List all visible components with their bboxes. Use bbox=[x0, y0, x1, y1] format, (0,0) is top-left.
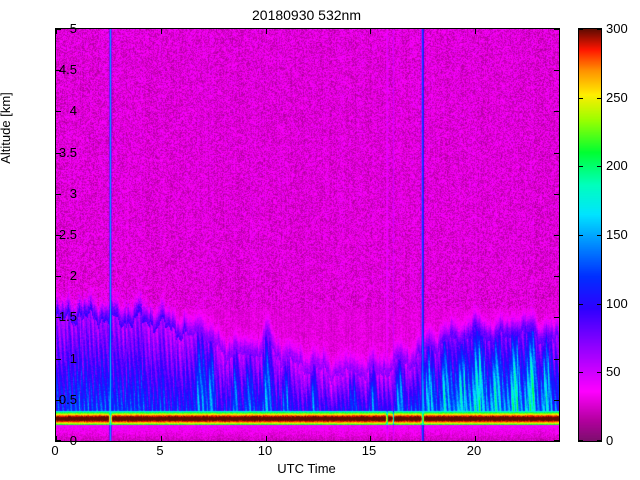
colorbar-gradient bbox=[579, 29, 601, 441]
colorbar-tick-mark bbox=[579, 304, 583, 305]
y-tick-mark bbox=[554, 400, 559, 401]
y-tick-mark bbox=[56, 153, 61, 154]
colorbar-tick-mark bbox=[597, 166, 601, 167]
y-tick-mark bbox=[554, 111, 559, 112]
y-tick-mark bbox=[56, 235, 61, 236]
y-tick-label: 1.5 bbox=[58, 309, 77, 324]
y-tick-mark bbox=[554, 440, 559, 441]
y-tick-label: 3 bbox=[69, 186, 77, 201]
x-axis-title: UTC Time bbox=[277, 461, 336, 476]
colorbar-tick-label: 250 bbox=[606, 90, 628, 105]
y-tick-label: 4 bbox=[69, 103, 77, 118]
colorbar-tick-label: 150 bbox=[606, 227, 628, 242]
y-tick-mark bbox=[56, 359, 61, 360]
y-tick-mark bbox=[554, 194, 559, 195]
colorbar-tick-mark bbox=[579, 235, 583, 236]
y-tick-mark bbox=[56, 276, 61, 277]
y-tick-label: 1 bbox=[69, 351, 77, 366]
y-tick-mark bbox=[554, 70, 559, 71]
x-tick-mark bbox=[56, 436, 57, 441]
x-tick-label: 15 bbox=[361, 443, 377, 458]
x-tick-mark bbox=[161, 436, 162, 441]
y-tick-label: 4.5 bbox=[58, 62, 77, 77]
y-tick-label: 0 bbox=[69, 433, 77, 448]
colorbar-tick-label: 200 bbox=[606, 158, 628, 173]
y-tick-label: 5 bbox=[69, 21, 77, 36]
y-tick-mark bbox=[554, 29, 559, 30]
y-tick-mark bbox=[56, 317, 61, 318]
y-axis-title: Altitude [km] bbox=[0, 92, 13, 164]
x-tick-label: 5 bbox=[156, 443, 164, 458]
y-tick-label: 3.5 bbox=[58, 145, 77, 160]
colorbar-tick-mark bbox=[597, 29, 601, 30]
x-tick-mark bbox=[56, 29, 57, 34]
colorbar-tick-label: 100 bbox=[606, 296, 628, 311]
colorbar-tick-mark bbox=[597, 235, 601, 236]
colorbar-tick-label: 300 bbox=[606, 21, 628, 36]
colorbar-tick-mark bbox=[579, 372, 583, 373]
x-tick-label: 10 bbox=[257, 443, 273, 458]
colorbar-tick-label: 50 bbox=[606, 364, 621, 379]
colorbar-tick-mark bbox=[597, 98, 601, 99]
colorbar bbox=[578, 28, 602, 442]
colorbar-tick-mark bbox=[597, 304, 601, 305]
colorbar-tick-mark bbox=[579, 166, 583, 167]
colorbar-tick-mark bbox=[597, 440, 601, 441]
page-title: 20180930 532nm bbox=[252, 7, 361, 23]
y-tick-mark bbox=[554, 153, 559, 154]
colorbar-tick-label: 0 bbox=[606, 433, 614, 448]
colorbar-tick-mark bbox=[579, 440, 583, 441]
y-tick-mark bbox=[554, 276, 559, 277]
y-tick-mark bbox=[56, 29, 61, 30]
x-tick-mark bbox=[266, 29, 267, 34]
y-tick-label: 2 bbox=[69, 268, 77, 283]
x-tick-label: 20 bbox=[466, 443, 482, 458]
lidar-backscatter-heatmap bbox=[56, 29, 559, 441]
x-tick-label: 0 bbox=[51, 443, 59, 458]
y-tick-mark bbox=[56, 70, 61, 71]
y-tick-mark bbox=[56, 440, 61, 441]
y-tick-mark bbox=[554, 317, 559, 318]
y-tick-mark bbox=[554, 235, 559, 236]
y-tick-label: 2.5 bbox=[58, 227, 77, 242]
y-tick-mark bbox=[56, 400, 61, 401]
heatmap-plot-area bbox=[55, 28, 560, 442]
y-tick-mark bbox=[554, 359, 559, 360]
colorbar-tick-mark bbox=[579, 98, 583, 99]
colorbar-tick-mark bbox=[579, 29, 583, 30]
x-tick-mark bbox=[266, 436, 267, 441]
y-tick-label: 0.5 bbox=[58, 392, 77, 407]
x-tick-mark bbox=[161, 29, 162, 34]
y-tick-mark bbox=[56, 194, 61, 195]
y-tick-mark bbox=[56, 111, 61, 112]
colorbar-tick-mark bbox=[597, 372, 601, 373]
x-tick-mark bbox=[370, 29, 371, 34]
x-tick-mark bbox=[370, 436, 371, 441]
x-tick-mark bbox=[475, 29, 476, 34]
x-tick-mark bbox=[475, 436, 476, 441]
